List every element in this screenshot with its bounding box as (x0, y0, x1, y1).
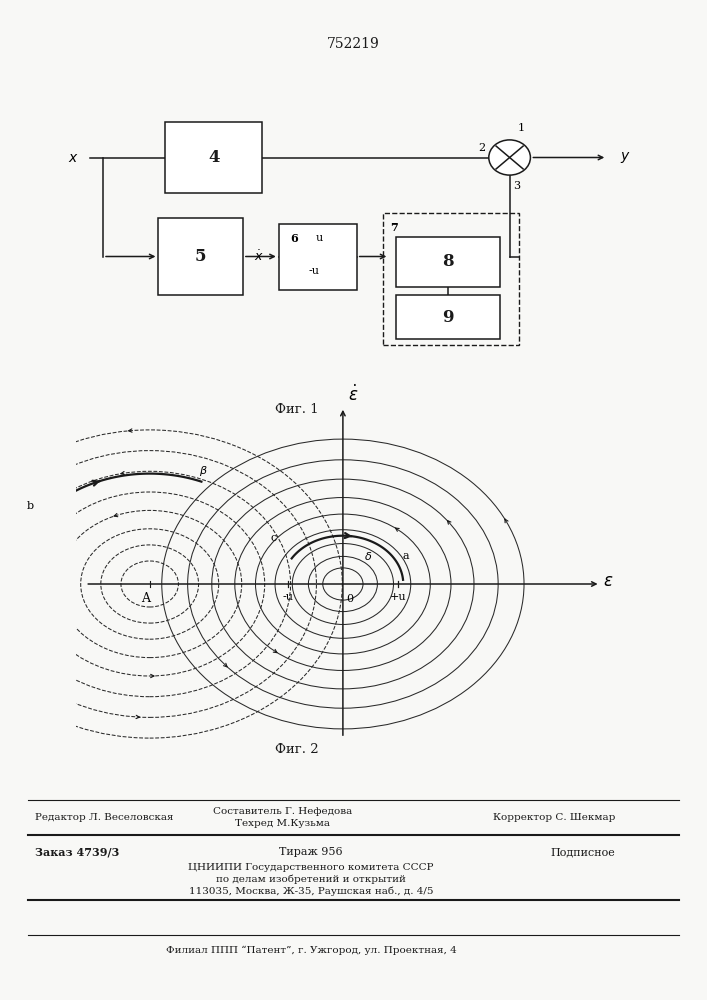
Text: Подписное: Подписное (550, 847, 615, 857)
Text: Тираж 956: Тираж 956 (279, 847, 343, 857)
Text: +u: +u (390, 592, 407, 602)
Text: 1: 1 (518, 123, 525, 133)
Bar (382, 213, 520, 344)
Text: a: a (402, 551, 409, 561)
Text: -u: -u (309, 266, 320, 276)
Text: $\delta$: $\delta$ (364, 550, 373, 562)
Text: 9: 9 (442, 308, 454, 326)
Bar (279, 224, 357, 290)
Text: Филиал ППП “Патент”, г. Ужгород, ул. Проектная, 4: Филиал ППП “Патент”, г. Ужгород, ул. Про… (165, 945, 457, 955)
Text: $\dot{\varepsilon}$: $\dot{\varepsilon}$ (349, 384, 359, 405)
Text: ЦНИИПИ Государственного комитета СССР: ЦНИИПИ Государственного комитета СССР (188, 862, 434, 871)
Text: Корректор С. Шекмар: Корректор С. Шекмар (493, 814, 615, 822)
Text: Техред М.Кузьма: Техред М.Кузьма (235, 818, 330, 828)
Text: 0: 0 (346, 594, 354, 604)
Text: 113035, Москва, Ж-35, Раушская наб., д. 4/5: 113035, Москва, Ж-35, Раушская наб., д. … (189, 886, 433, 896)
Text: Фиг. 1: Фиг. 1 (275, 403, 319, 416)
Bar (158, 218, 243, 295)
Text: 8: 8 (442, 253, 454, 270)
Bar (396, 237, 500, 287)
Text: u: u (315, 233, 322, 243)
Text: $\dot{x}$: $\dot{x}$ (255, 249, 264, 264)
Text: $\beta$: $\beta$ (199, 464, 208, 478)
Bar (165, 122, 262, 193)
Text: 4: 4 (208, 149, 219, 166)
Text: $y$: $y$ (620, 150, 631, 165)
Text: $\varepsilon$: $\varepsilon$ (603, 573, 613, 590)
Text: Заказ 4739/3: Заказ 4739/3 (35, 846, 119, 857)
Text: c: c (271, 533, 277, 543)
Text: по делам изобретений и открытий: по делам изобретений и открытий (216, 874, 406, 884)
Text: Составитель Г. Нефедова: Составитель Г. Нефедова (214, 808, 352, 816)
Text: $x$: $x$ (69, 150, 79, 164)
Circle shape (489, 140, 530, 175)
Text: 5: 5 (195, 248, 206, 265)
Text: Фиг. 2: Фиг. 2 (275, 743, 319, 756)
Text: 3: 3 (513, 181, 520, 191)
Text: A: A (141, 592, 150, 605)
Text: 2: 2 (479, 143, 486, 153)
Bar (396, 295, 500, 339)
Text: b: b (27, 501, 34, 511)
Text: Редактор Л. Веселовская: Редактор Л. Веселовская (35, 814, 174, 822)
Text: 7: 7 (390, 222, 398, 233)
Text: -u: -u (282, 592, 293, 602)
Text: 752219: 752219 (327, 37, 380, 51)
Text: 6: 6 (291, 233, 298, 244)
